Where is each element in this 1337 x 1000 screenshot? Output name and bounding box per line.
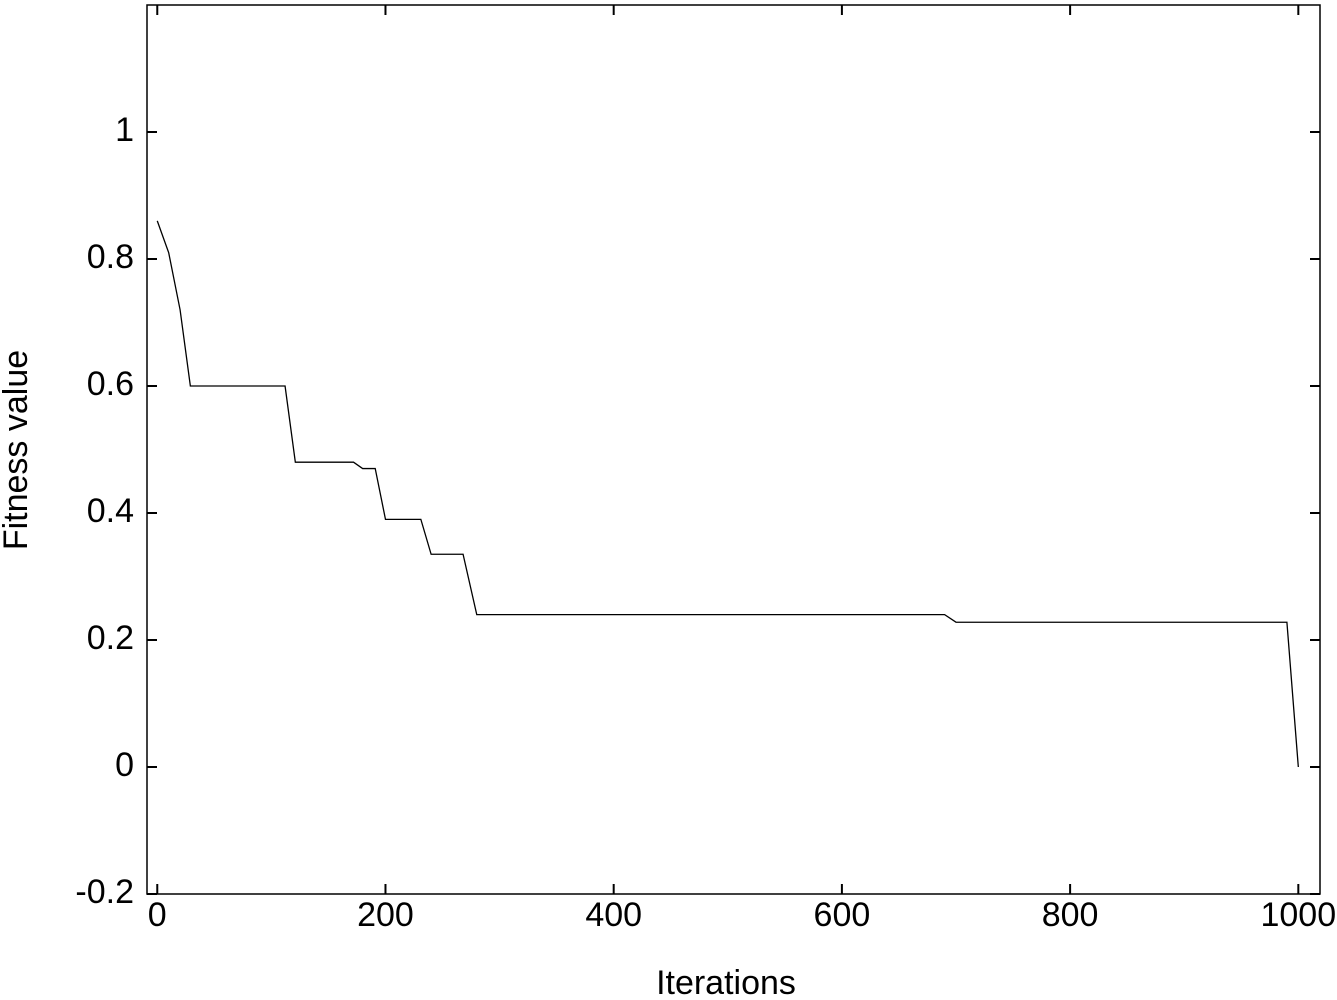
line-series: [156, 220, 1299, 768]
y-tick-label: 0.4: [87, 492, 134, 530]
y-tick-label: 0.8: [87, 238, 134, 276]
x-axis-label: Iterations: [656, 964, 796, 1000]
y-tick-label: 0: [115, 746, 134, 784]
x-tick-label: 0: [148, 896, 167, 934]
y-tick-label: 0.2: [87, 619, 134, 657]
plot-frame: [146, 4, 1321, 895]
y-axis-label: Fitness value: [0, 350, 35, 550]
x-tick-label: 600: [814, 896, 871, 934]
x-tick-label: 800: [1042, 896, 1099, 934]
x-tick-label: 200: [357, 896, 414, 934]
y-tick-label: -0.2: [75, 873, 134, 911]
x-tick-label: 400: [585, 896, 642, 934]
y-tick-label: 0.6: [87, 365, 134, 403]
y-tick-label: 1: [115, 111, 134, 149]
x-tick-label: 1000: [1260, 896, 1336, 934]
